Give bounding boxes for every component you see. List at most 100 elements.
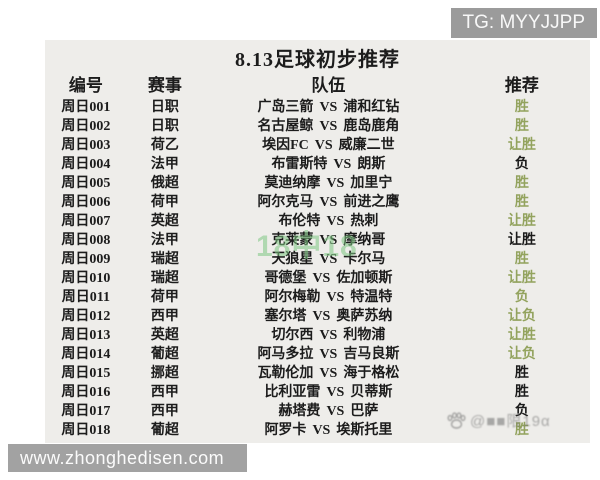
- match-number: 周日015: [61, 366, 111, 381]
- home-team: 布伦特: [278, 214, 321, 229]
- away-team: 前进之鹰: [343, 195, 400, 210]
- pick-value: 让胜: [507, 328, 536, 343]
- match-league: 日职: [150, 119, 179, 134]
- match-teams: 阿马多拉 VS 吉马良斯: [203, 345, 454, 364]
- home-team: 埃因FC: [262, 138, 309, 153]
- page-title: 8.13足球初步推荐: [235, 49, 400, 71]
- footer-url: www.zhonghedisen.com: [20, 448, 225, 468]
- away-team: 巴萨: [350, 404, 379, 419]
- match-league: 日职: [150, 100, 179, 115]
- match-table-body: 周日001 日职 广岛三箭 VS 浦和红钻 胜 周日002 日职 名古屋鲸 VS 鹿岛鹿…: [45, 98, 590, 440]
- pick-value: 胜: [514, 100, 529, 115]
- away-team: 海于格松: [343, 366, 400, 381]
- match-number: 周日010: [61, 271, 111, 286]
- match-row: 周日015 挪超 瓦勒伦加 VS 海于格松 胜: [45, 364, 590, 383]
- away-team: 利物浦: [343, 328, 386, 343]
- match-number: 周日007: [61, 214, 111, 229]
- match-league: 瑞超: [150, 252, 179, 267]
- column-header-pick: 推荐: [504, 76, 539, 95]
- home-team: 切尔西: [271, 328, 314, 343]
- match-number: 周日004: [61, 157, 111, 172]
- match-row: 周日004 法甲 布雷斯特 VS 朗斯 负: [45, 155, 590, 174]
- away-team: 卡尔马: [343, 252, 386, 267]
- match-league: 瑞超: [150, 271, 179, 286]
- home-team: 莫迪纳摩: [264, 176, 321, 191]
- away-team: 奥萨苏纳: [336, 309, 393, 324]
- match-row: 周日003 荷乙 埃因FC VS 威廉二世 让胜: [45, 136, 590, 155]
- vs-label: VS: [326, 404, 345, 419]
- away-team: 摩纳哥: [343, 233, 386, 248]
- vs-label: VS: [319, 347, 338, 362]
- match-row: 周日018 葡超 阿罗卡 VS 埃斯托里 胜: [45, 421, 590, 440]
- pick-value: 让胜: [507, 233, 536, 248]
- home-team: 阿马多拉: [257, 347, 314, 362]
- match-number: 周日012: [61, 309, 111, 324]
- pick-value: 胜: [514, 119, 529, 134]
- match-teams: 广岛三箭 VS 浦和红钻: [203, 98, 454, 117]
- vs-label: VS: [326, 214, 345, 229]
- match-row: 周日017 西甲 赫塔费 VS 巴萨 负: [45, 402, 590, 421]
- pick-value: 胜: [514, 195, 529, 210]
- match-number: 周日008: [61, 233, 111, 248]
- match-teams: 阿尔梅勒 VS 特温特: [203, 288, 454, 307]
- pick-value: 负: [514, 404, 529, 419]
- away-team: 鹿岛鹿角: [343, 119, 400, 134]
- home-team: 布雷斯特: [271, 157, 328, 172]
- match-number: 周日009: [61, 252, 111, 267]
- match-row: 周日011 荷甲 阿尔梅勒 VS 特温特 负: [45, 288, 590, 307]
- match-number: 周日011: [61, 290, 110, 305]
- pick-value: 让负: [507, 309, 536, 324]
- away-team: 朗斯: [357, 157, 386, 172]
- match-teams: 阿尔克马 VS 前进之鹰: [203, 193, 454, 212]
- away-team: 特温特: [350, 290, 393, 305]
- match-league: 英超: [150, 214, 179, 229]
- home-team: 阿尔克马: [257, 195, 314, 210]
- vs-label: VS: [319, 195, 338, 210]
- home-team: 阿尔梅勒: [264, 290, 321, 305]
- away-team: 贝蒂斯: [350, 385, 393, 400]
- match-teams: 莫迪纳摩 VS 加里宁: [203, 174, 454, 193]
- pick-value: 负: [514, 157, 529, 172]
- match-number: 周日014: [61, 347, 111, 362]
- match-number: 周日006: [61, 195, 111, 210]
- vs-label: VS: [319, 366, 338, 381]
- vs-label: VS: [314, 138, 333, 153]
- match-league: 西甲: [150, 385, 179, 400]
- column-header-teams: 队伍: [311, 76, 346, 95]
- pick-value: 让胜: [507, 214, 536, 229]
- pick-value: 让胜: [507, 271, 536, 286]
- vs-label: VS: [319, 100, 338, 115]
- match-row: 周日005 俄超 莫迪纳摩 VS 加里宁 胜: [45, 174, 590, 193]
- tips-panel: 8.13足球初步推荐 编号 赛事 队伍 推荐 周日001 日职 广岛三箭 VS 浦和…: [45, 40, 590, 443]
- match-league: 葡超: [150, 347, 179, 362]
- match-teams: 克莱蒙 VS 摩纳哥: [203, 231, 454, 250]
- vs-label: VS: [326, 290, 345, 305]
- match-row: 周日006 荷甲 阿尔克马 VS 前进之鹰 胜: [45, 193, 590, 212]
- pick-value: 负: [514, 290, 529, 305]
- away-team: 威廉二世: [338, 138, 395, 153]
- away-team: 热刺: [350, 214, 379, 229]
- home-team: 哥德堡: [264, 271, 307, 286]
- footer-url-bar: www.zhonghedisen.com: [8, 444, 247, 472]
- column-header-number: 编号: [68, 76, 103, 95]
- match-league: 挪超: [150, 366, 179, 381]
- away-team: 吉马良斯: [343, 347, 400, 362]
- match-league: 西甲: [150, 404, 179, 419]
- match-number: 周日001: [61, 100, 111, 115]
- home-team: 瓦勒伦加: [257, 366, 314, 381]
- home-team: 广岛三箭: [257, 100, 314, 115]
- match-teams: 天狼星 VS 卡尔马: [203, 250, 454, 269]
- match-teams: 阿罗卡 VS 埃斯托里: [203, 421, 454, 440]
- away-team: 佐加顿斯: [336, 271, 393, 286]
- match-league: 西甲: [150, 309, 179, 324]
- match-league: 英超: [150, 328, 179, 343]
- table-header: 编号 赛事 队伍 推荐: [45, 74, 590, 98]
- match-league: 荷乙: [150, 138, 179, 153]
- match-row: 周日016 西甲 比利亚雷 VS 贝蒂斯 胜: [45, 383, 590, 402]
- match-number: 周日018: [61, 423, 111, 438]
- vs-label: VS: [319, 252, 338, 267]
- match-teams: 埃因FC VS 威廉二世: [203, 136, 454, 155]
- home-team: 阿罗卡: [264, 423, 307, 438]
- match-row: 周日002 日职 名古屋鲸 VS 鹿岛鹿角 胜: [45, 117, 590, 136]
- match-league: 法甲: [150, 233, 179, 248]
